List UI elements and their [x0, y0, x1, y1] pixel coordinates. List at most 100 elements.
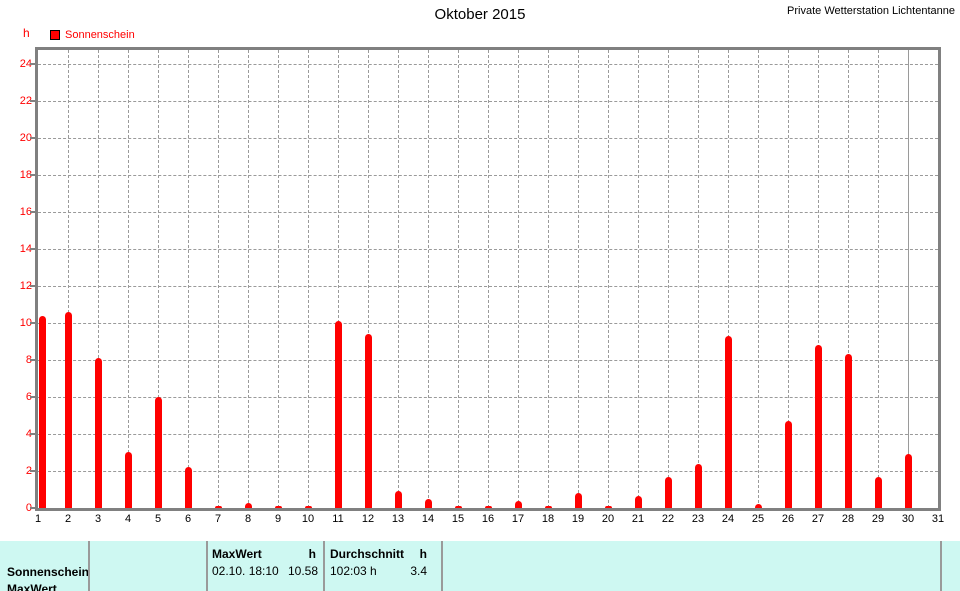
bar-day-14 [424, 499, 432, 508]
x-tick-label: 29 [871, 513, 885, 525]
bar-day-23 [694, 464, 702, 508]
x-tick-label: 2 [64, 513, 72, 525]
plot-area [38, 50, 938, 508]
x-tick-label: 18 [541, 513, 555, 525]
maxwert-header-cell: MaxWert h [212, 547, 316, 561]
y-tick-label: 0 [25, 502, 32, 514]
y-tick [30, 470, 35, 472]
x-tick-label: 12 [361, 513, 375, 525]
legend: Sonnenschein [50, 29, 135, 41]
x-tick-label: 3 [94, 513, 102, 525]
x-tick-label: 28 [841, 513, 855, 525]
bar-day-17 [514, 501, 522, 508]
v-gridline [218, 50, 219, 508]
v-gridline [638, 50, 639, 508]
y-tick-label: 10 [19, 317, 32, 329]
summary-column-divider [940, 541, 942, 591]
bar-day-6 [184, 467, 192, 508]
y-tick [30, 322, 35, 324]
y-tick [30, 248, 35, 250]
y-tick [30, 137, 35, 139]
x-tick-label: 25 [751, 513, 765, 525]
v-gridline [668, 50, 669, 508]
v-gridline [398, 50, 399, 508]
x-tick-label: 10 [301, 513, 315, 525]
y-tick [30, 433, 35, 435]
bar-day-11 [334, 321, 342, 508]
x-tick-label: 27 [811, 513, 825, 525]
y-tick [30, 285, 35, 287]
maxwert-header-label: MaxWert [212, 547, 262, 561]
chart-frame [35, 47, 941, 511]
x-tick-label: 30 [901, 513, 915, 525]
x-tick-label: 7 [214, 513, 222, 525]
y-tick-label: 22 [19, 95, 32, 107]
bar-day-13 [394, 491, 402, 508]
station-name-label: Private Wetterstation Lichtentanne [787, 5, 955, 17]
bar-day-3 [94, 358, 102, 508]
y-tick-label: 20 [19, 132, 32, 144]
chart-title: Oktober 2015 [434, 6, 526, 23]
bar-day-30 [904, 454, 912, 508]
v-gridline [458, 50, 459, 508]
v-gridline [428, 50, 429, 508]
v-gridline [248, 50, 249, 508]
v-gridline [128, 50, 129, 508]
durchschnitt-total: 102:03 h [330, 564, 377, 578]
x-tick-label: 1 [34, 513, 42, 525]
x-tick-label: 6 [184, 513, 192, 525]
v-gridline [548, 50, 549, 508]
x-tick-label: 21 [631, 513, 645, 525]
bar-day-24 [724, 336, 732, 508]
bar-day-9 [274, 506, 282, 508]
summary-column-divider [441, 541, 443, 591]
y-tick-label: 8 [25, 354, 32, 366]
v-gridline [878, 50, 879, 508]
legend-series-label: Sonnenschein [65, 29, 135, 41]
summary-row-label-maxwert: MaxWert [7, 582, 57, 591]
x-tick-label: 8 [244, 513, 252, 525]
maxwert-datetime: 02.10. 18:10 [212, 564, 279, 578]
v-gridline [338, 50, 339, 508]
summary-row-label-sonnenschein: Sonnenschein [7, 565, 90, 579]
x-tick-label: 23 [691, 513, 705, 525]
bar-day-21 [634, 496, 642, 508]
x-tick-label: 17 [511, 513, 525, 525]
y-axis-unit-label: h [23, 26, 30, 40]
summary-column-divider [88, 541, 90, 591]
v-gridline [608, 50, 609, 508]
bar-day-5 [154, 397, 162, 508]
v-gridline [818, 50, 819, 508]
v-gridline [578, 50, 579, 508]
x-tick-label: 14 [421, 513, 435, 525]
v-gridline [488, 50, 489, 508]
x-tick-label: 22 [661, 513, 675, 525]
durchschnitt-value: 3.4 [410, 564, 427, 578]
x-tick-label: 24 [721, 513, 735, 525]
bar-day-10 [304, 506, 312, 508]
bar-day-19 [574, 493, 582, 508]
v-gridline [158, 50, 159, 508]
x-tick-label: 16 [481, 513, 495, 525]
y-tick [30, 507, 35, 509]
v-gridline [758, 50, 759, 508]
summary-column-divider [206, 541, 208, 591]
v-gridline [308, 50, 309, 508]
bar-day-12 [364, 334, 372, 508]
maxwert-value: 10.58 [287, 564, 318, 578]
y-tick-label: 2 [25, 465, 32, 477]
bar-day-26 [784, 421, 792, 508]
v-gridline [68, 50, 69, 508]
bar-day-7 [214, 506, 222, 508]
bar-day-8 [244, 503, 252, 508]
y-tick [30, 174, 35, 176]
x-tick-label: 13 [391, 513, 405, 525]
v-gridline [518, 50, 519, 508]
durchschnitt-value-cell: 102:03 h 3.4 [330, 564, 427, 578]
v-gridline [98, 50, 99, 508]
bar-day-18 [544, 506, 552, 508]
bar-day-28 [844, 354, 852, 508]
bar-day-29 [874, 477, 882, 508]
bar-day-4 [124, 452, 132, 508]
